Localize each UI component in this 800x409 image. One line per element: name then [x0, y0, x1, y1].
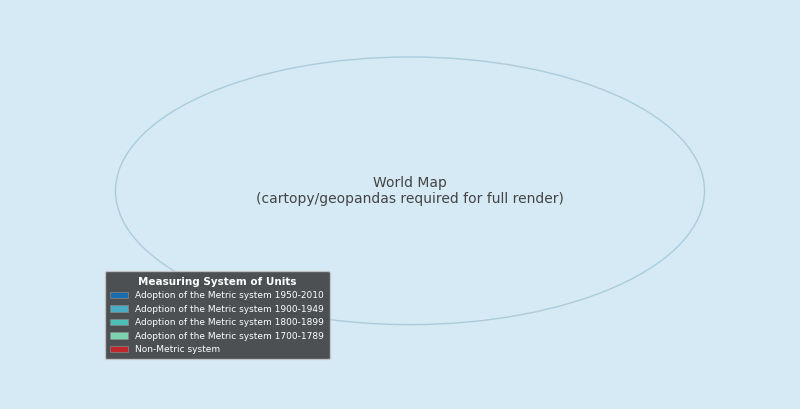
Text: World Map
(cartopy/geopandas required for full render): World Map (cartopy/geopandas required fo… — [256, 176, 564, 206]
Ellipse shape — [115, 57, 705, 325]
Legend: Adoption of the Metric system 1950-2010, Adoption of the Metric system 1900-1949: Adoption of the Metric system 1950-2010,… — [105, 271, 330, 360]
